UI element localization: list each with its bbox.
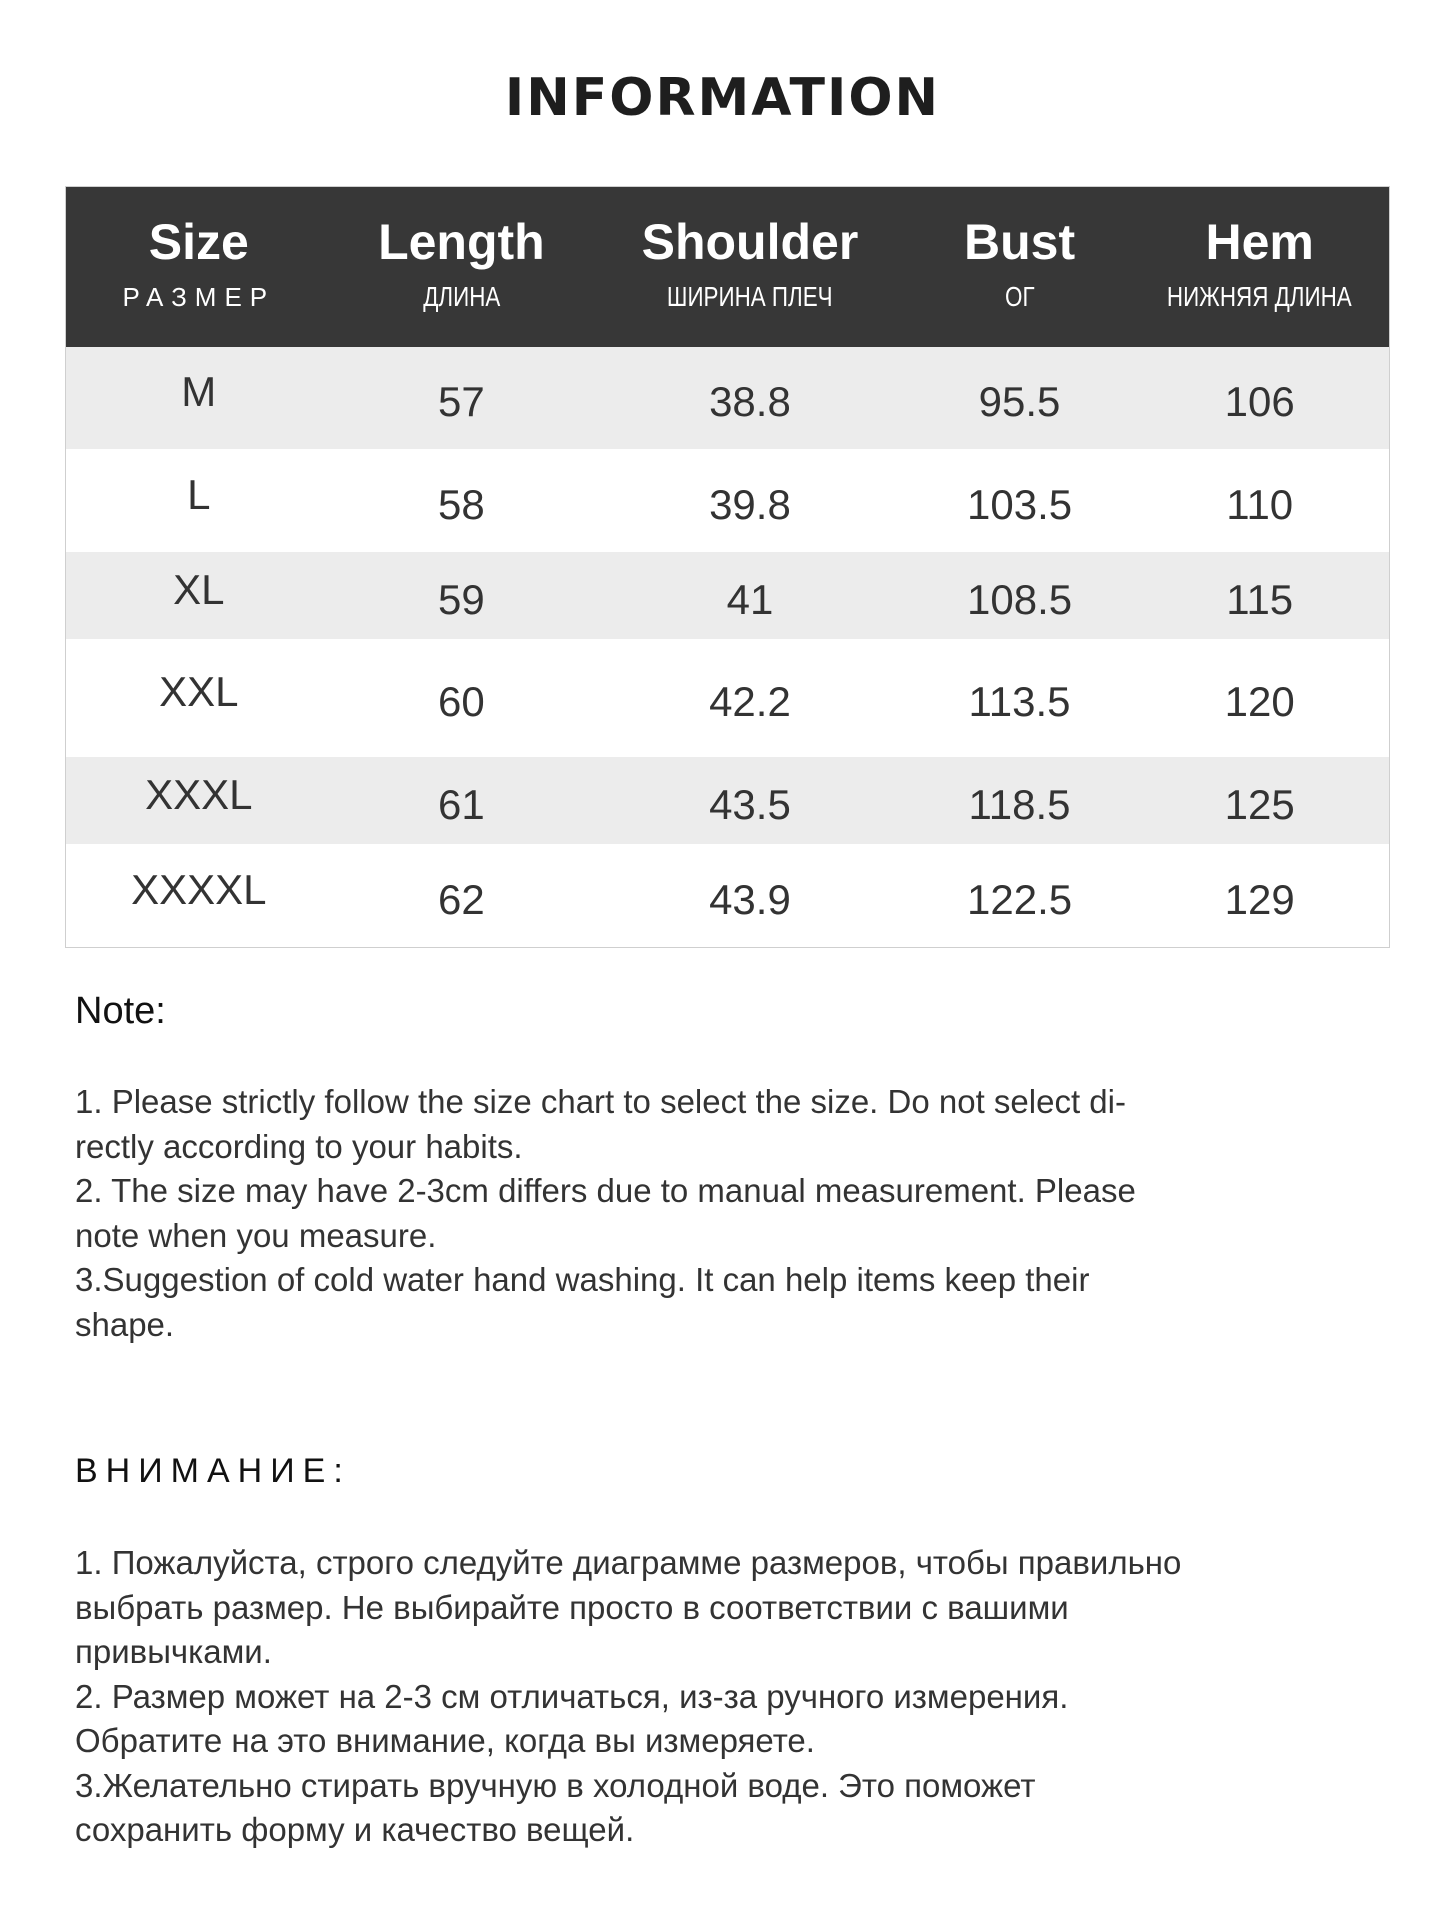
table-row: M 57 38.8 95.5 106 [66, 347, 1389, 449]
table-cell: 57 [438, 378, 485, 425]
table-row: XXL 60 42.2 113.5 120 [66, 639, 1389, 757]
attention-line: сохранить форму и качество вещей. [75, 1811, 635, 1848]
note-line: 1. Please strictly follow the size chart… [75, 1083, 1126, 1120]
attention-heading: ВНИМАНИЕ: [75, 1452, 351, 1490]
header-shoulder: Shoulder ШИРИНА ПЛЕЧ [591, 187, 909, 347]
table-cell: 43.9 [709, 875, 791, 923]
table-header: Size РАЗМЕР Length ДЛИНА Shoulder ШИРИНА ПЛ… [66, 187, 1389, 347]
header-label: Size [148, 214, 249, 270]
table-cell: 62 [438, 875, 485, 923]
table-cell: 42.2 [709, 678, 791, 725]
table-cell: 60 [438, 678, 485, 725]
table-cell: 95.5 [978, 378, 1061, 425]
table-cell: 115 [1226, 575, 1294, 623]
table-cell: 61 [438, 780, 485, 828]
header-sublabel: ШИРИНА ПЛЕЧ [667, 281, 833, 312]
attention-line: Обратите на это внимание, когда вы измер… [75, 1722, 815, 1759]
header-sublabel: ДЛИНА [422, 281, 500, 312]
table-cell: XXXXL [131, 865, 267, 913]
header-label: Bust [964, 214, 1076, 270]
table-cell: 39.8 [709, 480, 791, 528]
header-label: Length [378, 214, 545, 270]
table-row: XL 59 41 108.5 115 [66, 552, 1389, 639]
table-cell: 108.5 [967, 575, 1073, 623]
table-cell: 43.5 [709, 780, 791, 828]
attention-text: 1. Пожалуйста, строго следуйте диаграмме… [75, 1541, 1181, 1853]
header-sublabel: НИЖНЯЯ ДЛИНА [1167, 281, 1353, 312]
note-line: rectly according to your habits. [75, 1127, 523, 1165]
note-line: shape. [75, 1305, 175, 1343]
size-chart-table: Size РАЗМЕР Length ДЛИНА Shoulder ШИРИНА ПЛ… [65, 186, 1390, 948]
table-row: L 58 39.8 103.5 110 [66, 449, 1389, 552]
table-body: M 57 38.8 95.5 106 L 58 39.8 103.5 110 XL 59 41 108.5… [66, 347, 1389, 947]
note-line: 2. The size may have 2-3cm differs due t… [75, 1172, 1136, 1209]
note-text: 1. Please strictly follow the size chart… [75, 1080, 1136, 1347]
table-row: XXXL 61 43.5 118.5 125 [66, 757, 1389, 844]
attention-line: привычками. [75, 1633, 272, 1670]
table-cell: 59 [438, 575, 485, 623]
header-label: Hem [1205, 214, 1314, 270]
table-cell: 41 [726, 575, 774, 623]
table-cell: 113.5 [968, 678, 1071, 725]
table-cell: M [181, 368, 217, 415]
note-heading: Note: [75, 990, 166, 1032]
table-row: XXXXL 62 43.9 122.5 129 [66, 844, 1389, 947]
header-label: Shoulder [641, 214, 859, 270]
header-bust: Bust ОГ [909, 187, 1131, 347]
table-cell: 103.5 [967, 480, 1073, 528]
header-sublabel: РАЗМЕР [122, 282, 276, 312]
table-cell: 58 [438, 480, 485, 528]
table-cell: XL [173, 565, 225, 613]
header-hem: Hem НИЖНЯЯ ДЛИНА [1130, 187, 1389, 347]
table-cell: 120 [1224, 678, 1295, 725]
note-line: 3.Suggestion of cold water hand washing.… [75, 1261, 1090, 1298]
table-cell: 118.5 [968, 780, 1071, 828]
attention-line: выбрать размер. Не выбирайте просто в со… [75, 1588, 1069, 1626]
header-length: Length ДЛИНА [332, 187, 592, 347]
table-cell: 38.8 [709, 378, 791, 425]
page-title: INFORMATION [504, 68, 941, 128]
table-cell: XXXL [145, 770, 253, 818]
header-size: Size РАЗМЕР [66, 187, 332, 347]
table-cell: 125 [1224, 780, 1295, 828]
table-cell: 129 [1224, 875, 1295, 923]
table-cell: 110 [1226, 480, 1294, 528]
table-cell: 106 [1224, 378, 1295, 425]
note-line: note when you measure. [75, 1216, 437, 1254]
header-sublabel: ОГ [1004, 281, 1035, 312]
table-cell: L [187, 470, 211, 518]
attention-line: 3.Желательно стирать вручную в холодной … [75, 1766, 1036, 1804]
table-cell: XXL [159, 668, 239, 715]
attention-line: 1. Пожалуйста, строго следуйте диаграмме… [75, 1544, 1182, 1581]
attention-line: 2. Размер может на 2-3 см отличаться, из… [75, 1677, 1069, 1715]
table-cell: 122.5 [967, 875, 1073, 923]
